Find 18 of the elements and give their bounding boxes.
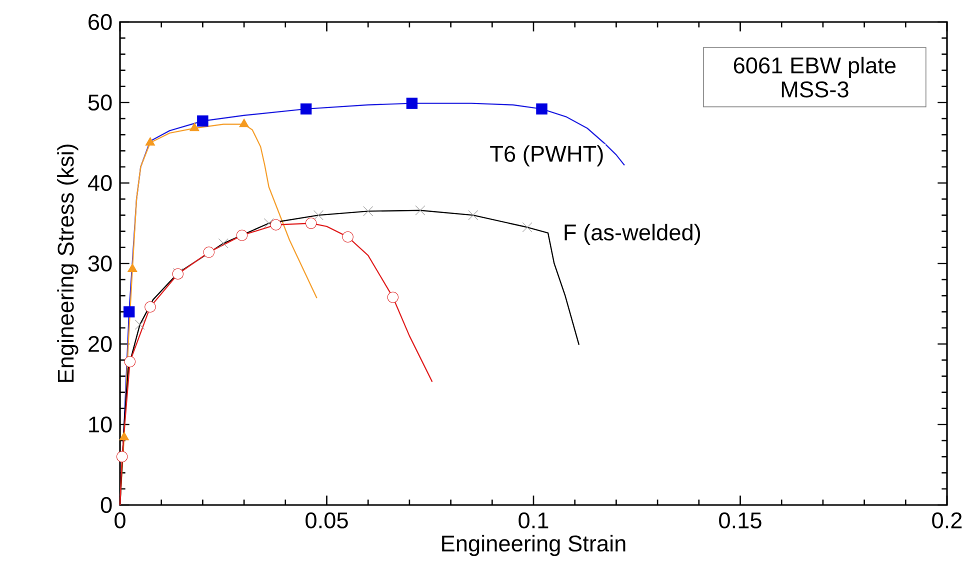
x-tick-label: 0.2 bbox=[932, 512, 962, 528]
y-tick-label: 30 bbox=[88, 255, 112, 272]
y-axis-title: Engineering Stress (ksi) bbox=[57, 144, 78, 382]
x-axis-title: Engineering Strain bbox=[442, 534, 626, 556]
y-tick-label: 20 bbox=[88, 336, 112, 352]
y-tick-label: 60 bbox=[88, 14, 112, 30]
x-tick-label: 0 bbox=[114, 512, 126, 528]
x-tick-label: 0.15 bbox=[719, 512, 762, 528]
x-tick-label: 0.05 bbox=[306, 512, 348, 528]
series-label: F (as-welded) bbox=[564, 224, 700, 245]
series-label: T6 (PWHT) bbox=[490, 145, 603, 166]
y-tick-label: 40 bbox=[88, 174, 112, 192]
annotation: MSS-3 bbox=[782, 81, 848, 98]
y-tick-label: 0 bbox=[100, 496, 112, 514]
y-tick-label: 10 bbox=[89, 416, 112, 433]
x-tick-label: 0.1 bbox=[518, 512, 548, 528]
y-tick-label: 50 bbox=[88, 94, 112, 111]
annotation: 6061 EBW plate bbox=[734, 56, 896, 78]
